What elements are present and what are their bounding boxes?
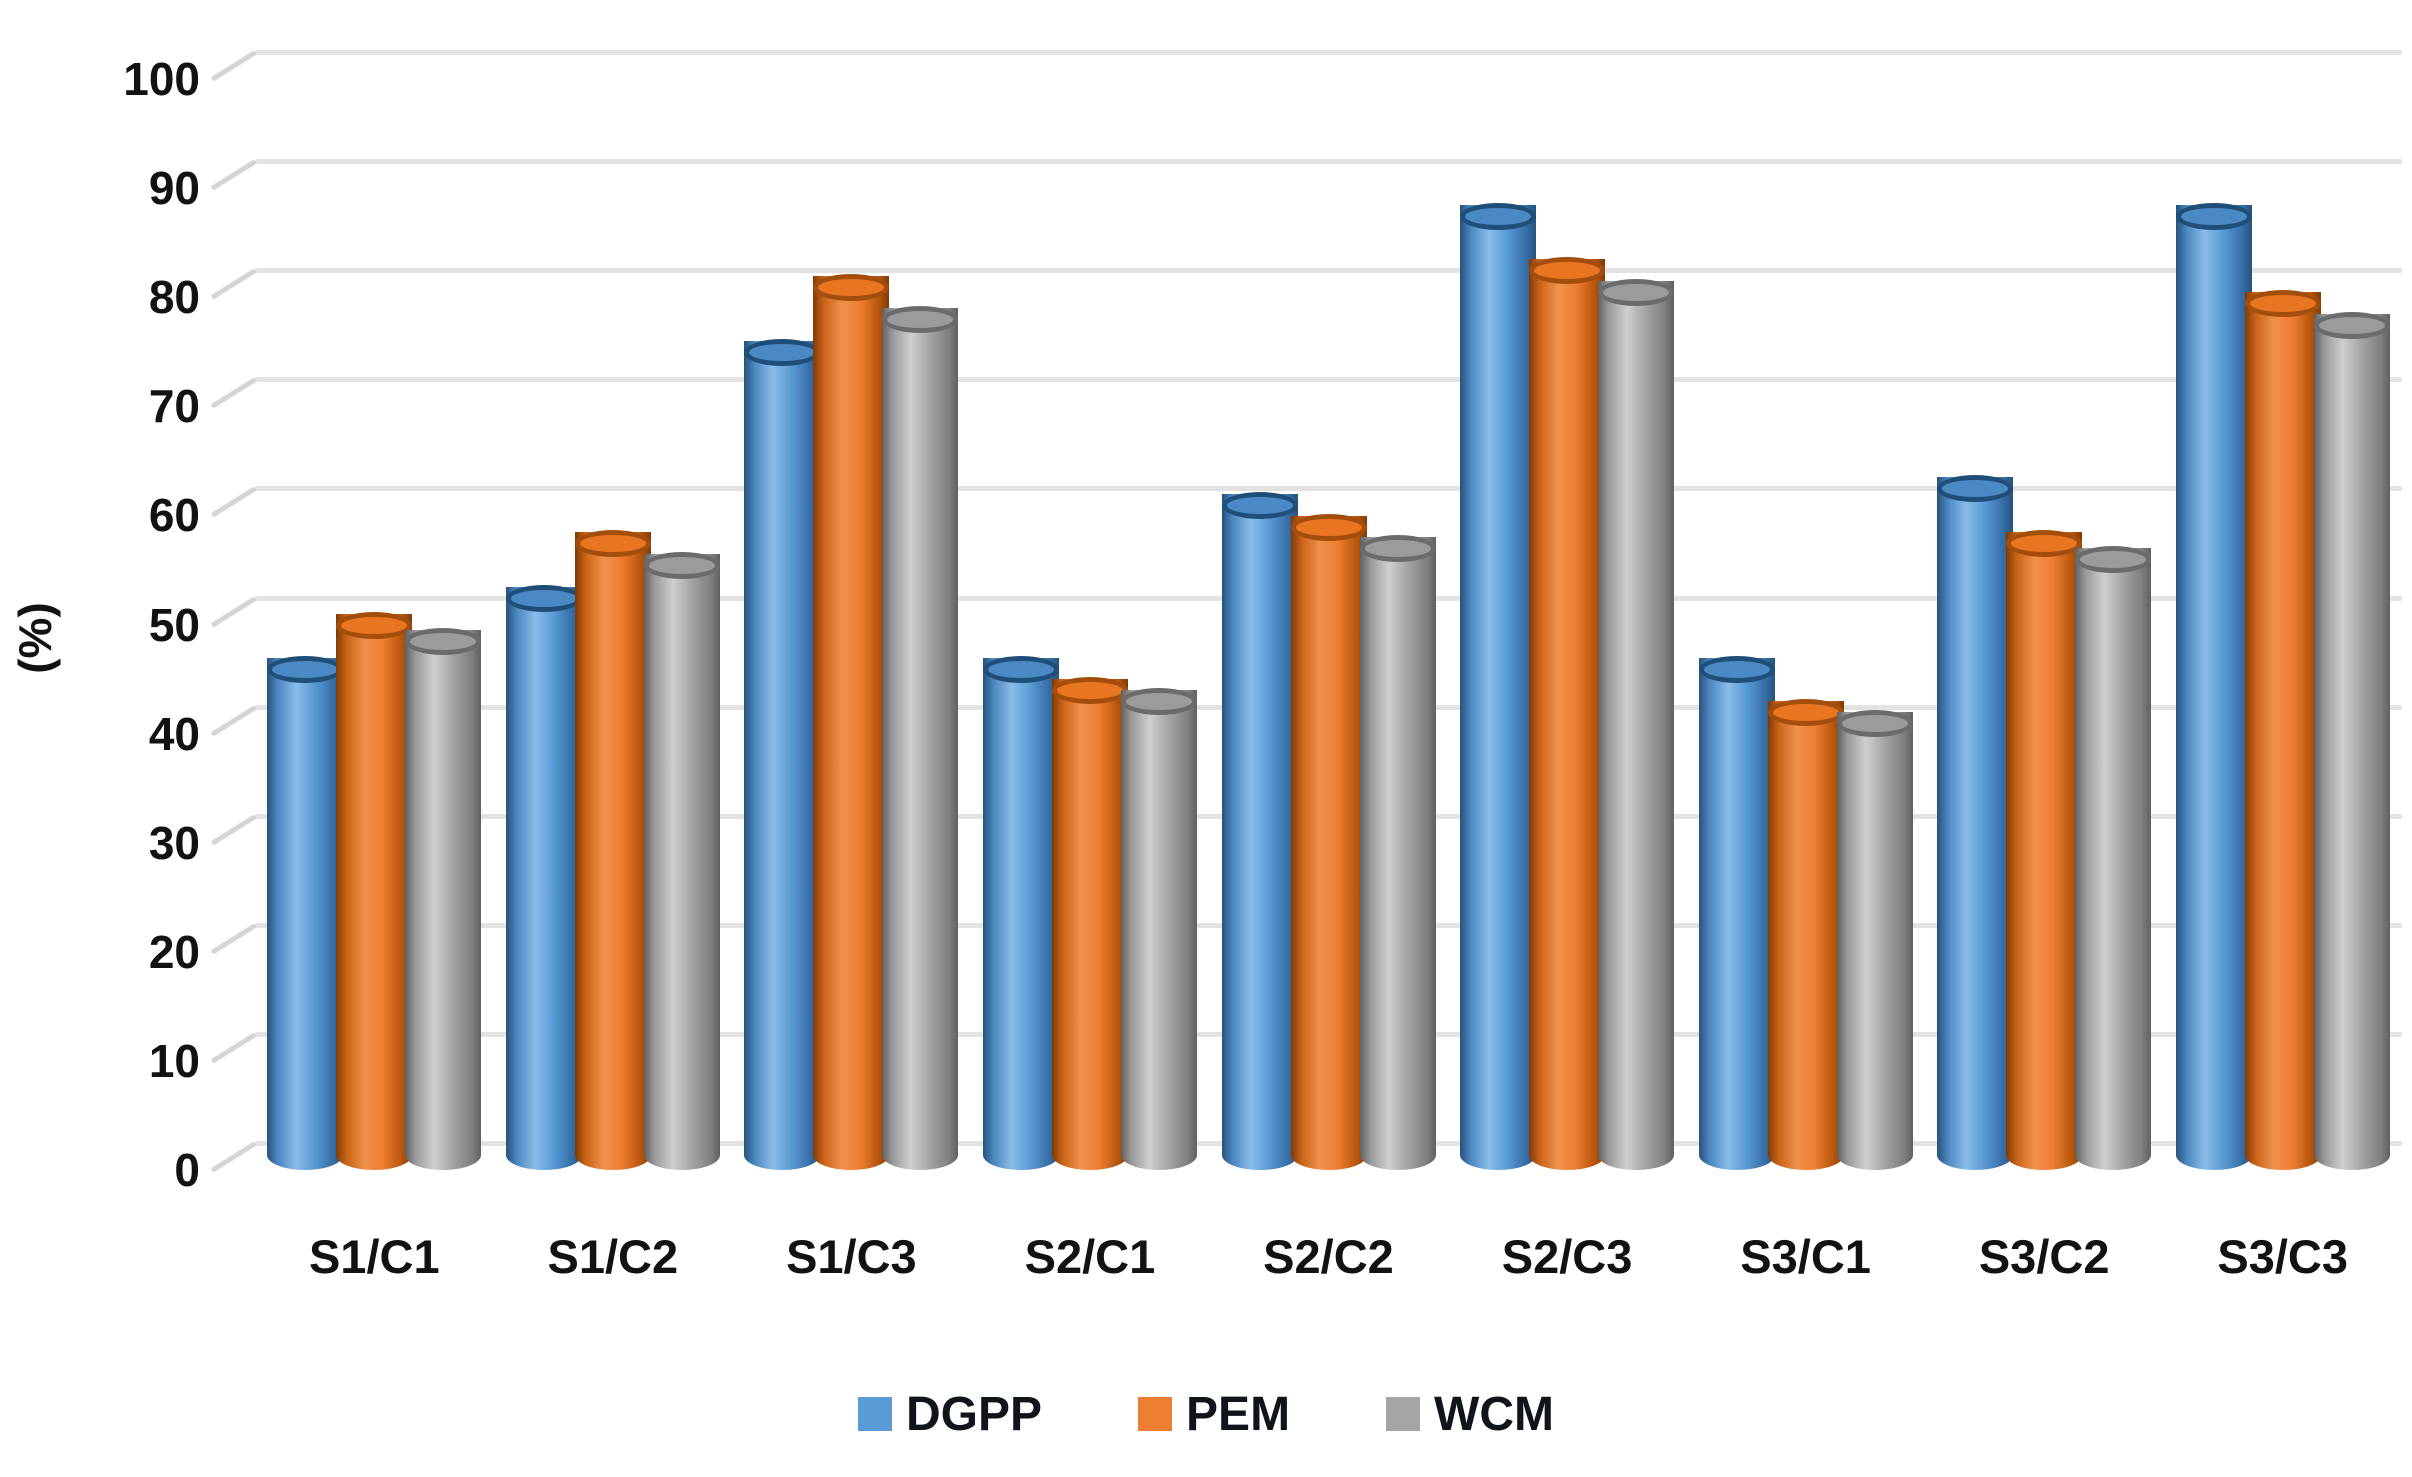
y-tick-label-90: 90 [148,162,200,215]
bar-dgpp-s3-c2 [1937,475,2014,1170]
bar-pem-s3-c3 [2244,290,2321,1170]
bar-dgpp-s3-c3 [2175,202,2252,1170]
bar-pem-s3-c2 [2006,530,2083,1170]
gridline-depth-segment [210,704,257,737]
x-tick-label-s1-c1: S1/C1 [308,1230,440,1283]
gridline-depth-segment [210,377,257,409]
x-tick-label-s2-c2: S2/C2 [1263,1230,1394,1283]
legend: DGPP PEM WCM [0,1382,2412,1446]
x-tick-label-s3-c1: S3/C1 [1740,1230,1871,1283]
y-tick-label-30: 30 [148,816,200,869]
x-tick-label-s3-c2: S3/C2 [1978,1230,2110,1283]
gridline-depth-segment [210,595,257,628]
legend-label-pem: PEM [1186,1387,1291,1441]
bar-dgpp-s1-c3 [744,339,821,1170]
y-tick-label-10: 10 [148,1034,200,1087]
legend-label-wcm: WCM [1434,1387,1554,1441]
x-tick-label-s2-c3: S2/C3 [1501,1230,1633,1283]
y-tick-label-40: 40 [148,707,200,760]
bar-wcm-s3-c2 [2075,546,2152,1170]
bar-wcm-s1-c3 [882,306,959,1170]
gridline-depth-segment [210,159,257,191]
y-tick-label-100: 100 [123,53,200,105]
bar-wcm-s1-c1 [405,628,482,1170]
bar-dgpp-s2-c2 [1221,491,1298,1170]
bar-dgpp-s2-c1 [982,655,1059,1170]
legend-swatch-dgpp [858,1397,892,1431]
y-tick-label-70: 70 [148,380,200,433]
bar-pem-s2-c1 [1051,677,1128,1170]
gridline-80 [255,268,2402,274]
y-tick-label-0: 0 [174,1144,200,1196]
legend-item-dgpp: DGPP [858,1387,1042,1442]
bar-pem-s1-c2 [574,530,651,1170]
gridline-depth-segment [210,268,257,300]
bar-wcm-s3-c3 [2313,311,2390,1170]
gridline-depth-segment [210,50,257,82]
gridline-depth-segment [210,1141,257,1173]
bar-pem-s2-c2 [1290,513,1367,1170]
x-tick-label-s3-c3: S3/C3 [2217,1230,2349,1283]
gridline-70 [255,377,2402,383]
gridline-60 [255,486,2402,492]
bar-dgpp-s2-c3 [1460,202,1537,1170]
bar-pem-s3-c1 [1767,699,1844,1170]
bar-dgpp-s3-c1 [1698,655,1775,1170]
bar-dgpp-s1-c2 [505,584,582,1170]
x-tick-label-s2-c1: S2/C1 [1024,1230,1156,1283]
legend-swatch-pem [1138,1397,1173,1431]
y-tick-label-20: 20 [148,925,200,978]
bar-dgpp-s1-c1 [267,655,344,1170]
x-tick-label-s1-c3: S1/C3 [786,1230,917,1283]
y-axis-title: (%) [9,602,61,674]
gridline-100 [255,50,2402,55]
legend-swatch-wcm [1386,1397,1421,1431]
gridline-depth-segment [210,923,257,955]
y-tick-label-80: 80 [148,271,200,324]
bar-pem-s1-c1 [336,611,413,1170]
bar-wcm-s2-c2 [1359,535,1436,1170]
legend-item-wcm: WCM [1386,1387,1554,1442]
x-tick-label-s1-c2: S1/C2 [547,1230,679,1283]
bar-wcm-s2-c3 [1598,279,1675,1170]
y-tick-label-60: 60 [148,489,200,542]
bar-pem-s1-c3 [813,273,890,1170]
gridline-depth-segment [210,814,257,846]
legend-label-dgpp: DGPP [906,1387,1043,1441]
legend-item-pem: PEM [1138,1387,1290,1442]
bar-pem-s2-c3 [1529,257,1606,1170]
gridline-depth-segment [210,486,257,519]
y-tick-label-50: 50 [148,598,200,651]
gridline-depth-segment [210,1032,257,1064]
gridline-90 [255,159,2402,165]
bar-wcm-s2-c1 [1120,688,1197,1170]
bar-wcm-s3-c1 [1836,710,1913,1170]
bar-wcm-s1-c2 [643,551,720,1170]
